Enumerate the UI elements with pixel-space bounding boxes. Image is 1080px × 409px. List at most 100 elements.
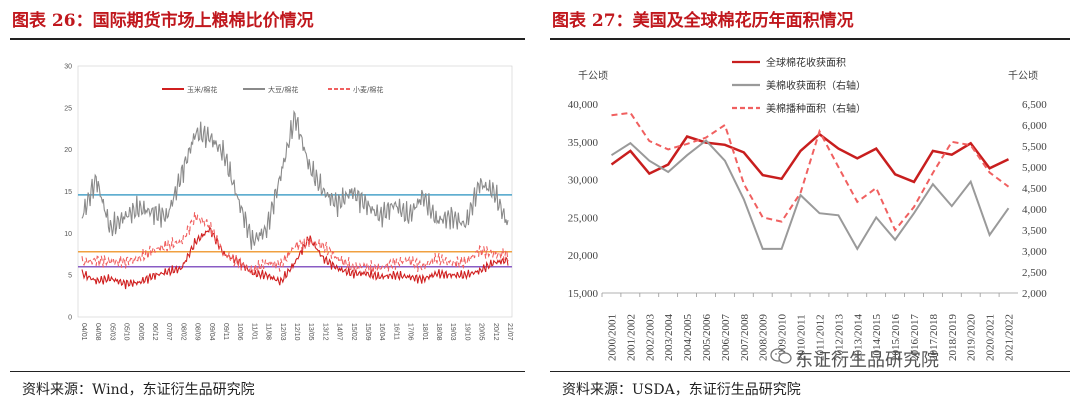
x-tick-label: 2014/2015	[871, 313, 883, 361]
y-tick-label: 10	[64, 231, 72, 238]
x-tick-label: 13/05	[307, 323, 314, 341]
legend-label: 全球棉花收获面积	[766, 56, 846, 69]
x-tick-label: 15/02	[350, 323, 357, 341]
series-line	[81, 226, 509, 290]
x-tick-label: 04/08	[94, 323, 101, 341]
legend-label: 美棉播种面积（右轴）	[766, 102, 866, 115]
x-tick-label: 14/07	[336, 323, 343, 341]
x-tick-label: 2001/2002	[625, 314, 637, 361]
x-tick-label: 17/06	[407, 323, 414, 341]
x-tick-label: 21/07	[506, 323, 513, 341]
right-y-tick-label: 3,500	[1022, 225, 1047, 237]
series-line	[81, 211, 509, 276]
left-chart-panel: 图表 26：国际期货市场上粮棉比价情况 0 5 10 15 20 25 30 04/01 04/…	[0, 0, 535, 409]
right-chart-panel: 图表 27：美国及全球棉花历年面积情况 千公顷 千公顷 15,000 20,000 25…	[540, 0, 1080, 409]
y-tick-label: 25	[64, 105, 72, 112]
right-axis-unit: 千公顷	[1008, 70, 1038, 82]
left-chart-title: 图表 26：国际期货市场上粮棉比价情况	[12, 11, 314, 31]
y-tick-label: 0	[68, 315, 72, 322]
right-chart-source: 资料来源：USDA，东证衍生品研究院	[562, 382, 801, 398]
x-tick-label: 11/08	[265, 323, 272, 340]
left-y-tick-label: 30,000	[568, 175, 599, 187]
x-tick-label: 2018/2019	[947, 313, 959, 361]
left-y-tick-label: 20,000	[568, 250, 599, 262]
x-tick-label: 2017/2018	[928, 313, 940, 361]
x-tick-label: 2016/2017	[909, 313, 921, 361]
legend-label: 大豆/棉花	[268, 85, 298, 94]
plot-frame	[77, 65, 513, 318]
series-line	[610, 132, 1010, 184]
right-y-tick-label: 5,500	[1022, 141, 1047, 153]
left-y-tick-label: 25,000	[568, 212, 599, 224]
right-y-tick-label: 4,500	[1022, 183, 1047, 195]
x-tick-label: 09/04	[208, 323, 215, 341]
x-tick-label: 12/03	[279, 323, 286, 341]
right-chart-title: 图表 27：美国及全球棉花历年面积情况	[552, 11, 854, 31]
x-tick-label: 12/10	[293, 323, 300, 341]
y-tick-label: 20	[64, 147, 72, 154]
left-title-rule	[10, 38, 525, 40]
legend-label: 小麦/棉花	[353, 85, 383, 94]
x-tick-label: 2008/2009	[758, 313, 770, 361]
x-tick-label: 06/12	[151, 323, 158, 341]
x-tick-label: 2007/2008	[739, 313, 751, 361]
watermark-text: 东证衍生品研究院	[795, 350, 939, 371]
x-tick-label: 19/03	[449, 323, 456, 341]
x-tick-label: 16/04	[378, 323, 385, 341]
x-tick-label: 18/08	[435, 323, 442, 341]
x-tick-label: 2011/2012	[814, 314, 826, 361]
right-y-tick-label: 2,000	[1022, 288, 1047, 300]
x-tick-label: 05/10	[123, 323, 130, 341]
x-tick-label: 2021/2022	[1004, 314, 1016, 361]
left-chart-source: 资料来源：Wind，东证衍生品研究院	[22, 382, 255, 398]
x-tick-label: 2012/2013	[833, 313, 845, 361]
x-tick-label: 05/03	[108, 323, 115, 341]
x-tick-label: 09/11	[222, 323, 229, 340]
right-y-tick-label: 4,000	[1022, 204, 1047, 216]
x-tick-label: 2013/2014	[852, 313, 864, 361]
x-tick-label: 2005/2006	[701, 313, 713, 361]
x-tick-label: 07/07	[165, 323, 172, 341]
left-chart-svg: 0 5 10 15 20 25 30 04/01 04/08 05/03 05/10 06/05 06/…	[64, 64, 513, 341]
x-tick-label: 18/01	[421, 323, 428, 341]
x-tick-label: 2006/2007	[720, 313, 732, 361]
y-tick-label: 15	[64, 189, 72, 196]
x-tick-label: 11/01	[250, 323, 257, 340]
y-tick-label: 30	[64, 64, 72, 71]
x-tick-label: 13/12	[321, 323, 328, 341]
series-line	[611, 111, 1010, 232]
right-y-tick-label: 5,000	[1022, 162, 1047, 174]
x-tick-label: 2004/2005	[682, 313, 694, 361]
x-tick-label: 2003/2004	[663, 313, 675, 361]
left-y-tick-label: 40,000	[568, 99, 599, 111]
left-y-tick-label: 35,000	[568, 137, 599, 149]
right-y-tick-label: 3,000	[1022, 246, 1047, 258]
x-tick-label: 20/05	[478, 323, 485, 341]
right-y-tick-label: 2,500	[1022, 267, 1047, 279]
x-tick-label: 20/12	[492, 323, 499, 341]
x-tick-label: 2019/2020	[966, 313, 978, 361]
legend-label: 美棉收获面积（右轴）	[766, 79, 866, 92]
right-y-tick-label: 6,500	[1022, 99, 1047, 111]
left-source-rule	[10, 371, 525, 372]
series-line	[610, 139, 1010, 251]
x-tick-label: 08/09	[194, 323, 201, 341]
x-tick-label: 2000/2001	[606, 314, 618, 361]
x-tick-label: 08/02	[179, 323, 186, 341]
right-y-tick-label: 6,000	[1022, 120, 1047, 132]
left-y-tick-label: 15,000	[568, 288, 599, 300]
right-chart-svg: 千公顷 千公顷 15,000 20,000 25,000 30,000 35,000 40,0…	[568, 56, 1048, 361]
x-tick-label: 15/09	[364, 323, 371, 341]
right-title-rule	[550, 38, 1070, 40]
x-tick-label: 19/10	[463, 323, 470, 341]
legend-label: 玉米/棉花	[187, 85, 217, 94]
x-tick-label: 2010/2011	[796, 314, 808, 361]
x-tick-label: 06/05	[137, 323, 144, 341]
right-source-rule	[550, 371, 1070, 372]
x-tick-label: 2002/2003	[644, 313, 656, 361]
x-tick-label: 04/01	[80, 323, 87, 341]
series-line	[81, 109, 509, 250]
x-tick-label: 16/11	[392, 323, 399, 340]
left-axis-unit: 千公顷	[578, 70, 608, 82]
x-tick-label: 2015/2016	[890, 313, 902, 361]
